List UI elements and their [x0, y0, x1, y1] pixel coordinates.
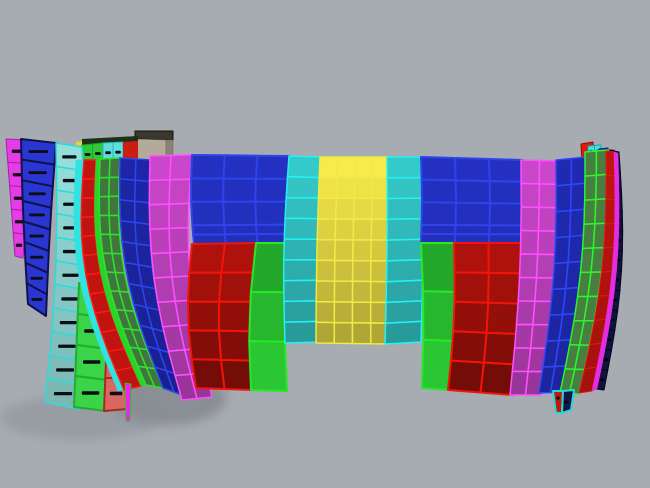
- appendage-navy: [561, 389, 575, 414]
- field-blue-right: [420, 156, 525, 244]
- sliver-magenta-right: [591, 151, 620, 392]
- panel-label-mark: [62, 249, 79, 254]
- panel-label-mark: [28, 192, 46, 196]
- col-green-outer-right: [559, 149, 609, 395]
- panel-label-mark: [115, 150, 121, 154]
- col-blue-outer-right: [538, 156, 588, 394]
- box-top: [134, 130, 174, 141]
- panel-label-mark: [56, 368, 74, 372]
- panel-label-mark: [29, 213, 45, 217]
- hanging-magenta-sliver: [124, 382, 132, 422]
- panel-label-mark: [28, 150, 48, 153]
- band-green-sliver: [94, 158, 147, 387]
- panel-label-mark: [83, 360, 101, 364]
- wing-blue-column: [20, 138, 57, 317]
- panel-label-mark: [61, 297, 78, 301]
- field-green-left: [248, 242, 292, 392]
- field-magenta-right: [509, 159, 559, 396]
- panel-label-mark: [58, 344, 76, 348]
- panel-label-mark: [95, 152, 101, 155]
- panel-label-mark: [30, 276, 43, 280]
- panel-label-mark: [62, 178, 78, 183]
- panel-label-mark: [62, 155, 77, 159]
- panel-label-mark: [606, 338, 612, 342]
- panel-label-mark: [603, 358, 608, 362]
- panel-label-mark: [14, 220, 24, 224]
- field-yellow: [315, 156, 392, 345]
- band-red: [80, 159, 142, 391]
- panel-label-mark: [13, 196, 25, 200]
- panel-label-mark: [599, 378, 605, 381]
- field-red-right: [447, 242, 524, 396]
- panel-label-mark: [109, 391, 123, 396]
- panel-label-mark: [31, 298, 43, 301]
- panel-label-mark: [30, 255, 44, 259]
- field-cyan-right: [384, 156, 424, 345]
- panel-label-mark: [53, 392, 73, 396]
- panel-label-mark: [105, 151, 111, 155]
- field-red-left: [186, 242, 259, 391]
- panel-label-mark: [59, 321, 77, 325]
- field-cyan-left: [282, 155, 324, 344]
- strip-red-right: [578, 150, 616, 394]
- panel-label-mark: [609, 318, 615, 322]
- panel-label-mark: [81, 391, 100, 395]
- panel-label-mark: [15, 243, 23, 247]
- band-darkgreen: [98, 157, 164, 389]
- panel-label-mark: [62, 273, 79, 277]
- panel-label-mark: [29, 234, 44, 238]
- field-blue-left: [190, 154, 291, 245]
- appendage-dots: [556, 396, 568, 404]
- header-red: [123, 141, 138, 162]
- panel-label-mark: [84, 153, 91, 156]
- panel-label-mark: [28, 171, 47, 175]
